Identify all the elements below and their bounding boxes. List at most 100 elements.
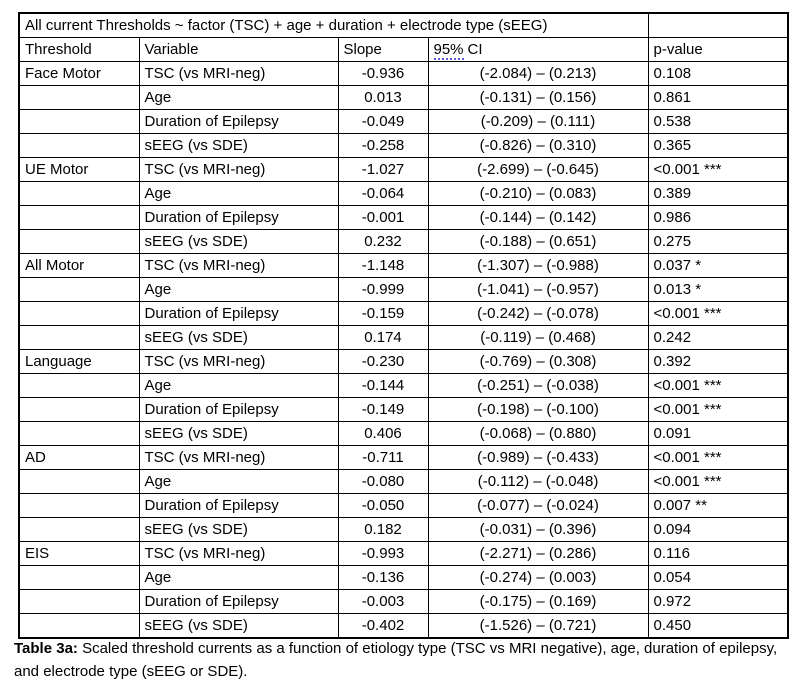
cell-variable: TSC (vs MRI-neg) bbox=[138, 541, 339, 566]
cell-threshold bbox=[18, 325, 140, 350]
cell-variable: sEEG (vs SDE) bbox=[138, 133, 339, 158]
regression-results-table: All current Thresholds ~ factor (TSC) + … bbox=[18, 12, 790, 639]
cell-p: 0.275 bbox=[647, 229, 789, 254]
cell-p: 0.450 bbox=[647, 613, 789, 639]
cell-threshold bbox=[18, 109, 140, 134]
cell-threshold bbox=[18, 493, 140, 518]
cell-threshold bbox=[18, 565, 140, 590]
table-row: Age -0.080 (-0.112) – (-0.048) <0.001 *** bbox=[18, 469, 789, 494]
cell-variable: Duration of Epilepsy bbox=[138, 493, 339, 518]
cell-variable: Duration of Epilepsy bbox=[138, 589, 339, 614]
cell-slope: -0.136 bbox=[337, 565, 429, 590]
cell-threshold bbox=[18, 421, 140, 446]
cell-threshold: EIS bbox=[18, 541, 140, 566]
table-row: Duration of Epilepsy -0.001 (-0.144) – (0.… bbox=[18, 205, 789, 230]
cell-variable: Age bbox=[138, 469, 339, 494]
cell-variable: TSC (vs MRI-neg) bbox=[138, 61, 339, 86]
table-row: AD TSC (vs MRI-neg) -0.711 (-0.989) – (-0.4… bbox=[18, 445, 789, 470]
table-title: All current Thresholds ~ factor (TSC) + … bbox=[18, 12, 649, 38]
cell-ci: (-0.251) – (-0.038) bbox=[427, 373, 649, 398]
cell-ci: (-0.144) – (0.142) bbox=[427, 205, 649, 230]
cell-slope: -1.148 bbox=[337, 253, 429, 278]
cell-p: 0.861 bbox=[647, 85, 789, 110]
cell-p: 0.972 bbox=[647, 589, 789, 614]
table-row: sEEG (vs SDE) -0.402 (-1.526) – (0.721) 0.4… bbox=[18, 613, 789, 639]
cell-variable: Duration of Epilepsy bbox=[138, 301, 339, 326]
cell-threshold bbox=[18, 589, 140, 614]
cell-p: <0.001 *** bbox=[647, 301, 789, 326]
cell-variable: sEEG (vs SDE) bbox=[138, 325, 339, 350]
cell-slope: 0.406 bbox=[337, 421, 429, 446]
cell-p: 0.054 bbox=[647, 565, 789, 590]
cell-p: 0.986 bbox=[647, 205, 789, 230]
cell-threshold bbox=[18, 205, 140, 230]
table-row: sEEG (vs SDE) -0.258 (-0.826) – (0.310) 0.3… bbox=[18, 133, 789, 158]
cell-ci: (-0.826) – (0.310) bbox=[427, 133, 649, 158]
cell-ci: (-0.077) – (-0.024) bbox=[427, 493, 649, 518]
cell-ci: (-0.031) – (0.396) bbox=[427, 517, 649, 542]
table-row: Age -0.136 (-0.274) – (0.003) 0.054 bbox=[18, 565, 789, 590]
cell-p: <0.001 *** bbox=[647, 157, 789, 182]
cell-p: 0.094 bbox=[647, 517, 789, 542]
cell-slope: -0.144 bbox=[337, 373, 429, 398]
ci-header-spellcheck-underline: 95% bbox=[433, 40, 464, 60]
cell-threshold bbox=[18, 301, 140, 326]
cell-variable: Age bbox=[138, 373, 339, 398]
cell-ci: (-0.769) – (0.308) bbox=[427, 349, 649, 374]
cell-slope: -0.258 bbox=[337, 133, 429, 158]
cell-threshold bbox=[18, 397, 140, 422]
table-body: Face Motor TSC (vs MRI-neg) -0.936 (-2.084)… bbox=[18, 61, 789, 639]
cell-ci: (-0.175) – (0.169) bbox=[427, 589, 649, 614]
cell-threshold: UE Motor bbox=[18, 157, 140, 182]
cell-variable: Duration of Epilepsy bbox=[138, 205, 339, 230]
cell-ci: (-0.209) – (0.111) bbox=[427, 109, 649, 134]
cell-p: 0.108 bbox=[647, 61, 789, 86]
cell-threshold bbox=[18, 373, 140, 398]
cell-ci: (-0.274) – (0.003) bbox=[427, 565, 649, 590]
cell-threshold: Face Motor bbox=[18, 61, 140, 86]
column-header-p-value: p-value bbox=[647, 37, 789, 62]
table-row: Duration of Epilepsy -0.003 (-0.175) – (0.… bbox=[18, 589, 789, 614]
cell-slope: 0.013 bbox=[337, 85, 429, 110]
column-header-threshold: Threshold bbox=[18, 37, 140, 62]
cell-slope: -0.993 bbox=[337, 541, 429, 566]
table-row: sEEG (vs SDE) 0.406 (-0.068) – (0.880) 0.09… bbox=[18, 421, 789, 446]
table-row: Face Motor TSC (vs MRI-neg) -0.936 (-2.084)… bbox=[18, 61, 789, 86]
table-row: sEEG (vs SDE) 0.182 (-0.031) – (0.396) 0.09… bbox=[18, 517, 789, 542]
cell-ci: (-0.210) – (0.083) bbox=[427, 181, 649, 206]
cell-ci: (-2.271) – (0.286) bbox=[427, 541, 649, 566]
table-header-row: Threshold Variable Slope 95% CI p-value bbox=[18, 37, 789, 62]
cell-slope: -0.159 bbox=[337, 301, 429, 326]
cell-p: 0.116 bbox=[647, 541, 789, 566]
cell-ci: (-0.198) – (-0.100) bbox=[427, 397, 649, 422]
cell-threshold bbox=[18, 85, 140, 110]
table-row: EIS TSC (vs MRI-neg) -0.993 (-2.271) – (0.2… bbox=[18, 541, 789, 566]
cell-slope: -0.149 bbox=[337, 397, 429, 422]
table-caption: Table 3a: Scaled threshold currents as a… bbox=[14, 638, 786, 683]
cell-slope: -0.230 bbox=[337, 349, 429, 374]
table-row: Duration of Epilepsy -0.149 (-0.198) – (-0… bbox=[18, 397, 789, 422]
cell-p: 0.389 bbox=[647, 181, 789, 206]
cell-variable: TSC (vs MRI-neg) bbox=[138, 253, 339, 278]
cell-variable: Age bbox=[138, 277, 339, 302]
cell-ci: (-0.242) – (-0.078) bbox=[427, 301, 649, 326]
cell-p: <0.001 *** bbox=[647, 397, 789, 422]
table-row: sEEG (vs SDE) 0.174 (-0.119) – (0.468) 0.24… bbox=[18, 325, 789, 350]
table-row: Language TSC (vs MRI-neg) -0.230 (-0.769) –… bbox=[18, 349, 789, 374]
caption-text: Scaled threshold currents as a function … bbox=[14, 640, 778, 680]
cell-threshold bbox=[18, 181, 140, 206]
cell-ci: (-0.068) – (0.880) bbox=[427, 421, 649, 446]
cell-threshold bbox=[18, 469, 140, 494]
cell-variable: sEEG (vs SDE) bbox=[138, 421, 339, 446]
cell-variable: sEEG (vs SDE) bbox=[138, 517, 339, 542]
cell-p: 0.538 bbox=[647, 109, 789, 134]
table-title-empty-cell bbox=[647, 12, 789, 38]
table-row: Age 0.013 (-0.131) – (0.156) 0.861 bbox=[18, 85, 789, 110]
cell-p: 0.392 bbox=[647, 349, 789, 374]
cell-variable: sEEG (vs SDE) bbox=[138, 613, 339, 639]
cell-ci: (-0.119) – (0.468) bbox=[427, 325, 649, 350]
cell-variable: Duration of Epilepsy bbox=[138, 397, 339, 422]
cell-slope: 0.182 bbox=[337, 517, 429, 542]
cell-p: 0.007 ** bbox=[647, 493, 789, 518]
